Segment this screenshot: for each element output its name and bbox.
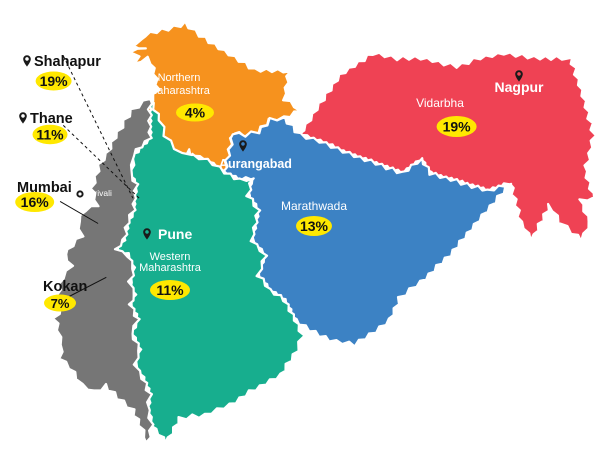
svg-text:Aurangabad: Aurangabad bbox=[219, 157, 292, 171]
svg-text:Marathwada: Marathwada bbox=[281, 199, 347, 213]
svg-text:Vidarbha: Vidarbha bbox=[416, 96, 464, 110]
svg-text:Shahapur: Shahapur bbox=[34, 54, 101, 70]
svg-text:Pune: Pune bbox=[158, 226, 192, 242]
svg-text:11%: 11% bbox=[156, 282, 184, 298]
svg-text:Kokan: Kokan bbox=[43, 279, 87, 295]
svg-text:11%: 11% bbox=[36, 127, 64, 143]
svg-text:Maharashtra: Maharashtra bbox=[139, 262, 202, 274]
svg-text:13%: 13% bbox=[300, 218, 329, 234]
svg-text:Maharashtra: Maharashtra bbox=[148, 85, 211, 97]
svg-text:19%: 19% bbox=[443, 119, 472, 135]
svg-text:7%: 7% bbox=[51, 296, 70, 311]
svg-text:Borivali: Borivali bbox=[84, 188, 112, 198]
svg-text:19%: 19% bbox=[40, 73, 69, 89]
svg-text:16%: 16% bbox=[21, 194, 50, 210]
svg-text:Thane: Thane bbox=[30, 111, 73, 127]
svg-text:4%: 4% bbox=[185, 105, 206, 121]
svg-text:Northern: Northern bbox=[158, 72, 201, 84]
svg-text:Nagpur: Nagpur bbox=[495, 79, 545, 95]
